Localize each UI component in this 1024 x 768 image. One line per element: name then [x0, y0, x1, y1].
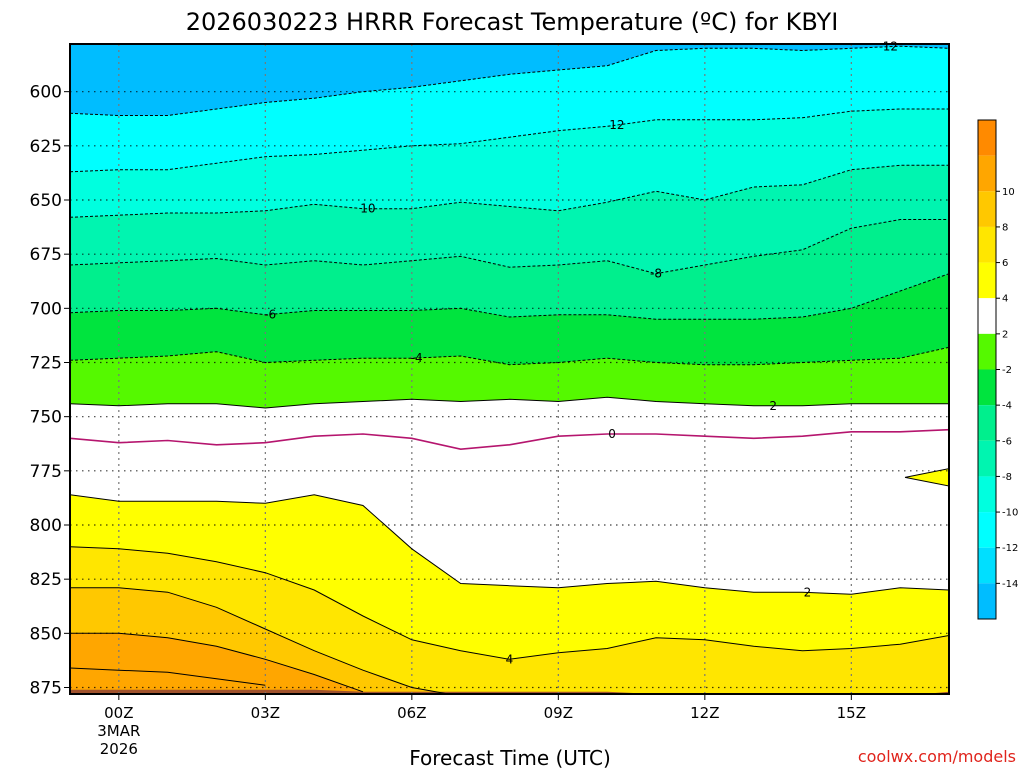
temperature-fill-layer	[70, 44, 949, 694]
contour-label: -4	[411, 351, 423, 365]
x-axis-tick-label: 15Z	[837, 704, 866, 722]
contour-line	[70, 546, 949, 660]
colorbar-label: 2	[1002, 329, 1008, 340]
colorbar-label: -14	[1002, 579, 1018, 590]
colorbar-label: 6	[1002, 258, 1008, 269]
contour-line	[70, 494, 949, 595]
contour-line	[70, 164, 949, 218]
y-axis-tick-label: 750	[30, 408, 62, 428]
colorbar-swatch	[978, 547, 996, 584]
colorbar-label: -2	[1002, 365, 1012, 376]
contour-line	[70, 428, 949, 451]
warm-pocket-band	[904, 468, 949, 487]
colorbar-label: -12	[1002, 543, 1018, 554]
contour-line	[70, 108, 949, 173]
y-axis-tick-label: 600	[30, 83, 62, 103]
contour-line	[70, 219, 949, 275]
contour-line	[70, 346, 949, 366]
colorbar-swatch	[978, 333, 996, 370]
contour-line	[70, 667, 266, 686]
y-axis-tick-label: 800	[30, 516, 62, 536]
colorbar-swatch	[978, 512, 996, 548]
credit-text: coolwx.com/models	[858, 747, 1016, 766]
ground-terrain	[70, 689, 949, 694]
contour-line	[70, 632, 364, 693]
y-axis-tick-label: 850	[30, 624, 62, 644]
contour-lines-layer	[70, 45, 949, 694]
colorbar-swatch	[978, 476, 996, 513]
plot-area	[70, 44, 949, 694]
y-axis-tick-label: 675	[30, 245, 62, 265]
colorbar-swatch	[978, 155, 996, 192]
contour-label: -6	[264, 307, 276, 321]
x-axis-tick-label: 12Z	[690, 704, 719, 722]
y-axis-tick-label: 725	[30, 354, 62, 374]
colorbar-label: -6	[1002, 436, 1012, 447]
y-axis-tick-label: 875	[30, 679, 62, 699]
contour-label: 2	[769, 399, 777, 413]
contour-label: 12	[609, 118, 624, 132]
x-axis-date-label: 3MAR	[97, 722, 140, 740]
colorbar-swatch	[978, 226, 996, 263]
ground-layer	[70, 689, 949, 694]
plot-frame	[69, 43, 950, 695]
colorbar-swatch	[978, 369, 996, 406]
contour-line	[70, 45, 949, 116]
chart-title: 2026030223 HRRR Forecast Temperature (ºC…	[186, 8, 839, 36]
contour-label: 12	[883, 40, 898, 54]
fill-band	[70, 633, 363, 694]
colorbar-label: -8	[1002, 472, 1012, 483]
colorbar-swatch	[978, 262, 996, 299]
contour-label: 2	[804, 585, 812, 599]
colorbar-swatch	[978, 440, 996, 477]
x-axis-date-label: 2026	[100, 740, 138, 758]
colorbar-swatch	[978, 191, 996, 227]
contour-label: 10	[360, 202, 375, 216]
colorbar-swatch	[978, 298, 996, 334]
y-axis-tick-label: 650	[30, 191, 62, 211]
x-axis-tick-label: 00Z	[104, 704, 133, 722]
contour-line	[70, 273, 949, 320]
y-axis-tick-label: 825	[30, 570, 62, 590]
contour-label: 4	[506, 652, 514, 666]
colorbar: -14 -12 -10 -8 -6 -4 -2 2 4 6 8 10	[977, 119, 1018, 620]
x-axis-tick-label: 06Z	[397, 704, 426, 722]
contour-label: 0	[608, 427, 616, 441]
colorbar-swatch	[978, 120, 996, 156]
x-axis-tick-label: 09Z	[544, 704, 573, 722]
colorbar-label: 8	[1002, 222, 1008, 233]
colorbar-label: -4	[1002, 401, 1012, 412]
y-axis-tick-label: 625	[30, 137, 62, 157]
contour-line	[70, 396, 949, 409]
y-axis-tick-label: 700	[30, 299, 62, 319]
colorbar-label: 4	[1002, 294, 1008, 305]
colorbar-swatch	[978, 405, 996, 441]
x-axis-title: Forecast Time (UTC)	[409, 746, 611, 768]
colorbar-label: -10	[1002, 508, 1018, 519]
contour-line	[70, 587, 452, 694]
colorbar-label: 10	[1002, 187, 1015, 198]
axes-layer: 600 625 650 675 700 725 750 775 800 825 850 875 00Z 0…	[30, 83, 866, 758]
contour-labels-layer: 12 12 10 -8 -6 -4 2 0 2 4	[264, 40, 898, 667]
colorbar-swatch	[978, 583, 996, 619]
contour-label: -8	[650, 267, 662, 281]
x-axis-tick-label: 03Z	[251, 704, 280, 722]
y-axis-tick-label: 775	[30, 462, 62, 482]
